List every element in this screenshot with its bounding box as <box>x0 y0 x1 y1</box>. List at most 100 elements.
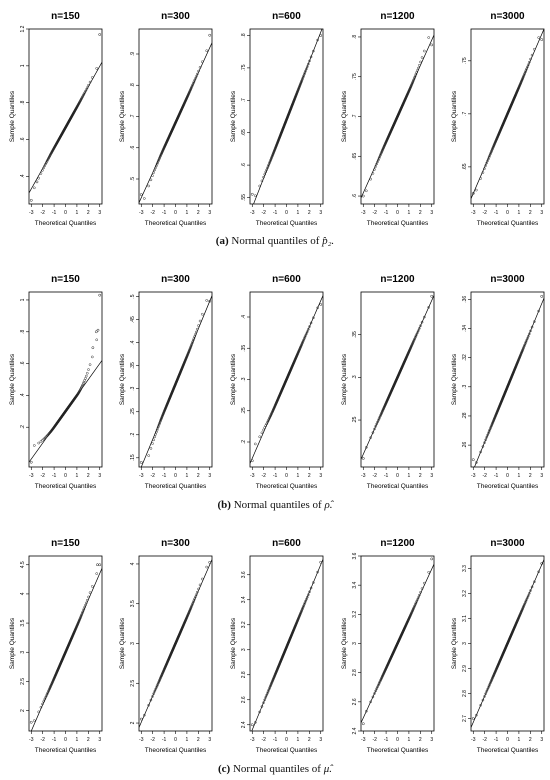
qq-point <box>484 164 487 167</box>
qq-point <box>157 423 161 427</box>
y-tick-label: 2.4 <box>241 721 247 728</box>
qq-point <box>522 74 525 78</box>
qq-point <box>254 721 257 724</box>
x-tick-label: 1 <box>186 473 189 479</box>
panel-title: n=150 <box>51 538 80 549</box>
qq-point <box>156 683 159 686</box>
y-tick-label: .3 <box>462 384 468 388</box>
qq-point <box>487 155 491 159</box>
x-tick-label: 1 <box>408 210 411 216</box>
qq-point <box>149 178 153 182</box>
qq-point <box>82 609 85 612</box>
qq-point <box>489 427 492 430</box>
panel-title: n=3000 <box>490 11 525 22</box>
qq-point <box>260 705 264 708</box>
panel-title: n=300 <box>161 274 190 285</box>
caption-a: (a) Normal quantiles of p̂₂. <box>0 235 550 247</box>
x-tick-label: -2 <box>372 210 377 216</box>
qq-point <box>522 346 525 349</box>
qq-point <box>488 683 491 686</box>
qq-point <box>307 593 310 597</box>
qq-point <box>260 179 264 183</box>
qq-panel: n=150 -3 -2 -1 0 1 2 3 .2 .4 .6 .8 1 Theoretical Quan… <box>9 274 103 490</box>
y-axis-label: Sample Quantiles <box>451 353 458 405</box>
y-tick-label: 3.2 <box>352 611 358 618</box>
y-tick-label: 3.1 <box>462 615 468 622</box>
qq-point <box>485 161 489 165</box>
qq-point <box>139 193 143 196</box>
qq-point <box>302 74 305 77</box>
qq-point <box>374 165 377 168</box>
y-tick-label: 2.4 <box>352 727 358 734</box>
y-tick-label: 2.7 <box>462 715 468 722</box>
qq-point <box>143 197 146 200</box>
qq-point <box>39 705 43 709</box>
qq-point <box>189 344 193 347</box>
qq-panel: n=3000 -3 -2 -1 0 1 2 3 2.7 2.8 2.9 3 3.1 3.2 3.3 Theor… <box>451 538 545 754</box>
qq-point <box>301 339 305 343</box>
y-tick-label: .7 <box>462 112 468 116</box>
x-tick-label: -3 <box>29 737 34 743</box>
qq-point <box>190 343 193 346</box>
panel-title: n=150 <box>51 11 80 22</box>
qq-point <box>522 73 526 77</box>
x-tick-label: 0 <box>285 737 288 743</box>
y-tick-label: 2.5 <box>130 680 136 687</box>
x-tick-label: 0 <box>396 737 399 743</box>
qq-point <box>303 603 306 606</box>
x-tick-label: 0 <box>506 737 509 743</box>
qq-point <box>190 603 194 607</box>
x-tick-label: -2 <box>150 210 155 216</box>
x-tick-label: 2 <box>529 737 532 743</box>
y-tick-label: 3.4 <box>352 581 358 588</box>
y-axis-label: Sample Quantiles <box>341 617 348 669</box>
data-layer <box>139 295 212 467</box>
y-tick-label: 3 <box>352 642 358 645</box>
qq-point <box>301 341 304 344</box>
caption-b-text: Normal quantiles of <box>233 499 322 511</box>
qq-point <box>157 159 160 163</box>
x-tick-label: 1 <box>518 473 521 479</box>
x-tick-label: 1 <box>76 210 79 216</box>
qq-point <box>377 156 381 160</box>
x-tick-label: 3 <box>540 210 543 216</box>
x-tick-label: -1 <box>52 737 57 743</box>
qq-point <box>45 159 49 163</box>
y-tick-label: 1 <box>20 298 26 301</box>
x-tick-label: -3 <box>29 473 34 479</box>
y-tick-label: .5 <box>130 294 136 298</box>
y-tick-label: 2.6 <box>352 698 358 705</box>
qq-point <box>87 368 90 371</box>
qq-point <box>420 56 424 59</box>
qq-point <box>80 613 83 616</box>
qq-point <box>33 719 36 722</box>
qq-point <box>196 327 199 331</box>
data-layer <box>361 34 434 199</box>
qq-point <box>193 335 196 338</box>
x-tick-label: 0 <box>396 210 399 216</box>
y-tick-label: 4 <box>130 562 136 565</box>
x-tick-label: 2 <box>197 210 200 216</box>
x-axis-label: Theoretical Quantiles <box>35 483 97 490</box>
qq-point <box>191 83 194 86</box>
qq-point <box>484 438 487 441</box>
qq-point <box>427 571 430 574</box>
qq-point <box>268 160 272 164</box>
qq-point <box>528 592 531 595</box>
x-tick-label: 3 <box>430 210 433 216</box>
qq-point <box>37 441 40 445</box>
qq-point <box>260 431 264 435</box>
qq-point <box>475 461 478 464</box>
caption-b-symbol: ρ̂. <box>324 499 333 511</box>
qq-point <box>201 60 204 64</box>
qq-point <box>533 320 536 323</box>
qq-point <box>529 57 532 61</box>
x-tick-label: 3 <box>319 210 322 216</box>
x-tick-label: -3 <box>250 210 255 216</box>
y-tick-label: .35 <box>352 331 358 338</box>
qq-point <box>526 594 530 597</box>
qq-point <box>41 168 44 172</box>
y-tick-label: .4 <box>20 174 26 178</box>
x-tick-label: -3 <box>29 210 34 216</box>
qq-point <box>44 436 47 439</box>
